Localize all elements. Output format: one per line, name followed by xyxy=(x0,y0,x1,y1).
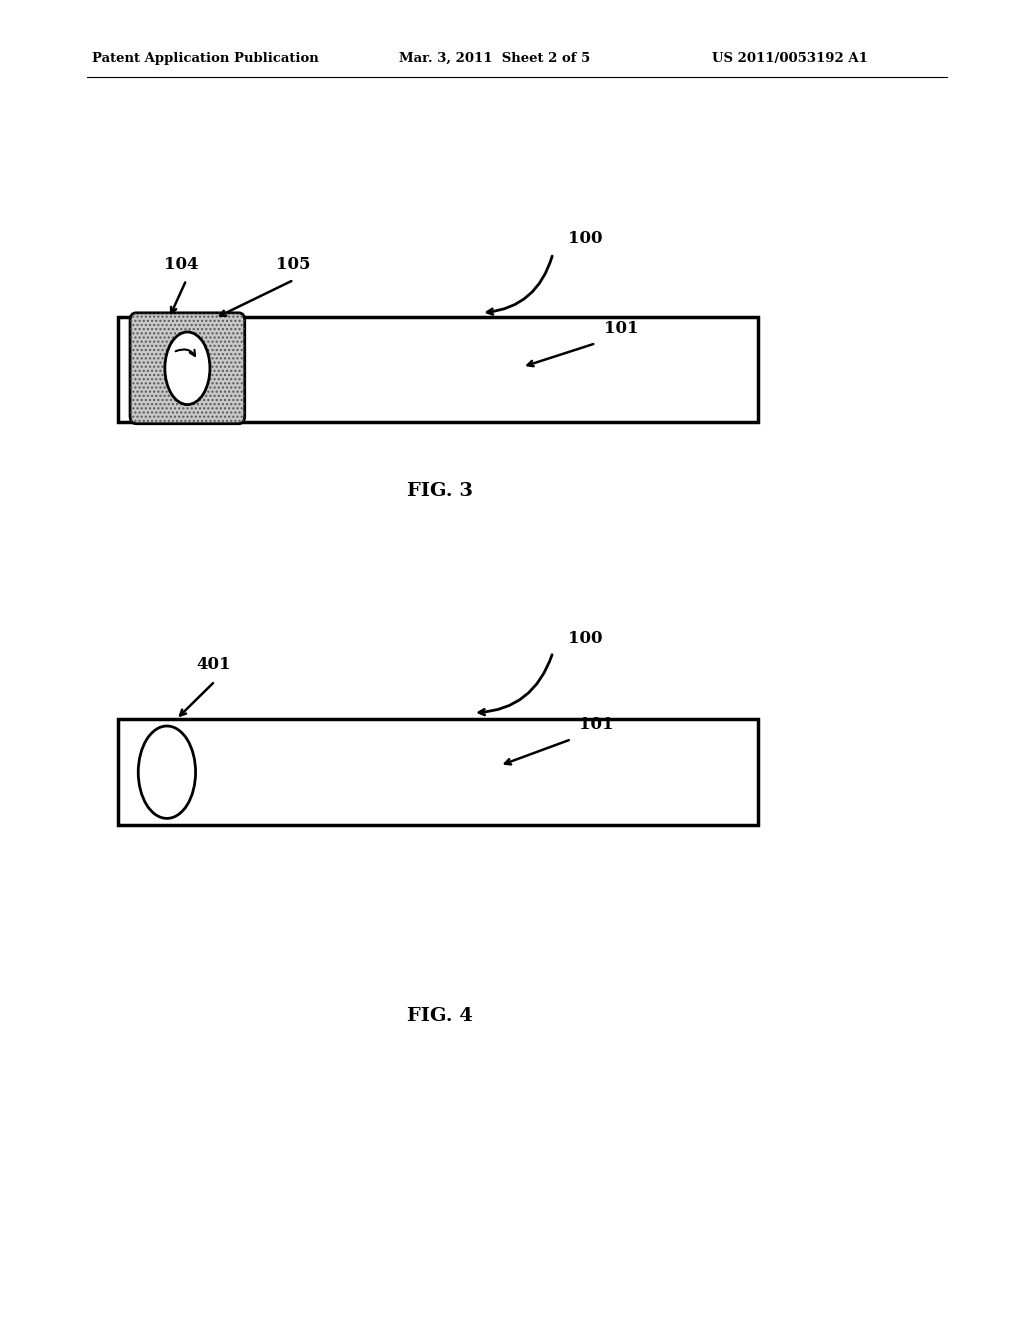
Text: US 2011/0053192 A1: US 2011/0053192 A1 xyxy=(712,51,867,65)
Text: 100: 100 xyxy=(568,630,603,647)
Ellipse shape xyxy=(165,333,210,404)
Text: 104: 104 xyxy=(164,256,199,273)
Text: 101: 101 xyxy=(604,319,639,337)
Text: 101: 101 xyxy=(579,715,613,733)
Ellipse shape xyxy=(138,726,196,818)
Text: 401: 401 xyxy=(197,656,231,673)
Text: FIG. 3: FIG. 3 xyxy=(408,482,473,500)
FancyBboxPatch shape xyxy=(130,313,245,424)
Text: Mar. 3, 2011  Sheet 2 of 5: Mar. 3, 2011 Sheet 2 of 5 xyxy=(399,51,591,65)
Text: 100: 100 xyxy=(568,230,603,247)
Bar xyxy=(118,719,758,825)
Text: 105: 105 xyxy=(276,256,311,273)
Text: FIG. 4: FIG. 4 xyxy=(408,1007,473,1026)
Bar xyxy=(118,317,758,422)
Text: Patent Application Publication: Patent Application Publication xyxy=(92,51,318,65)
